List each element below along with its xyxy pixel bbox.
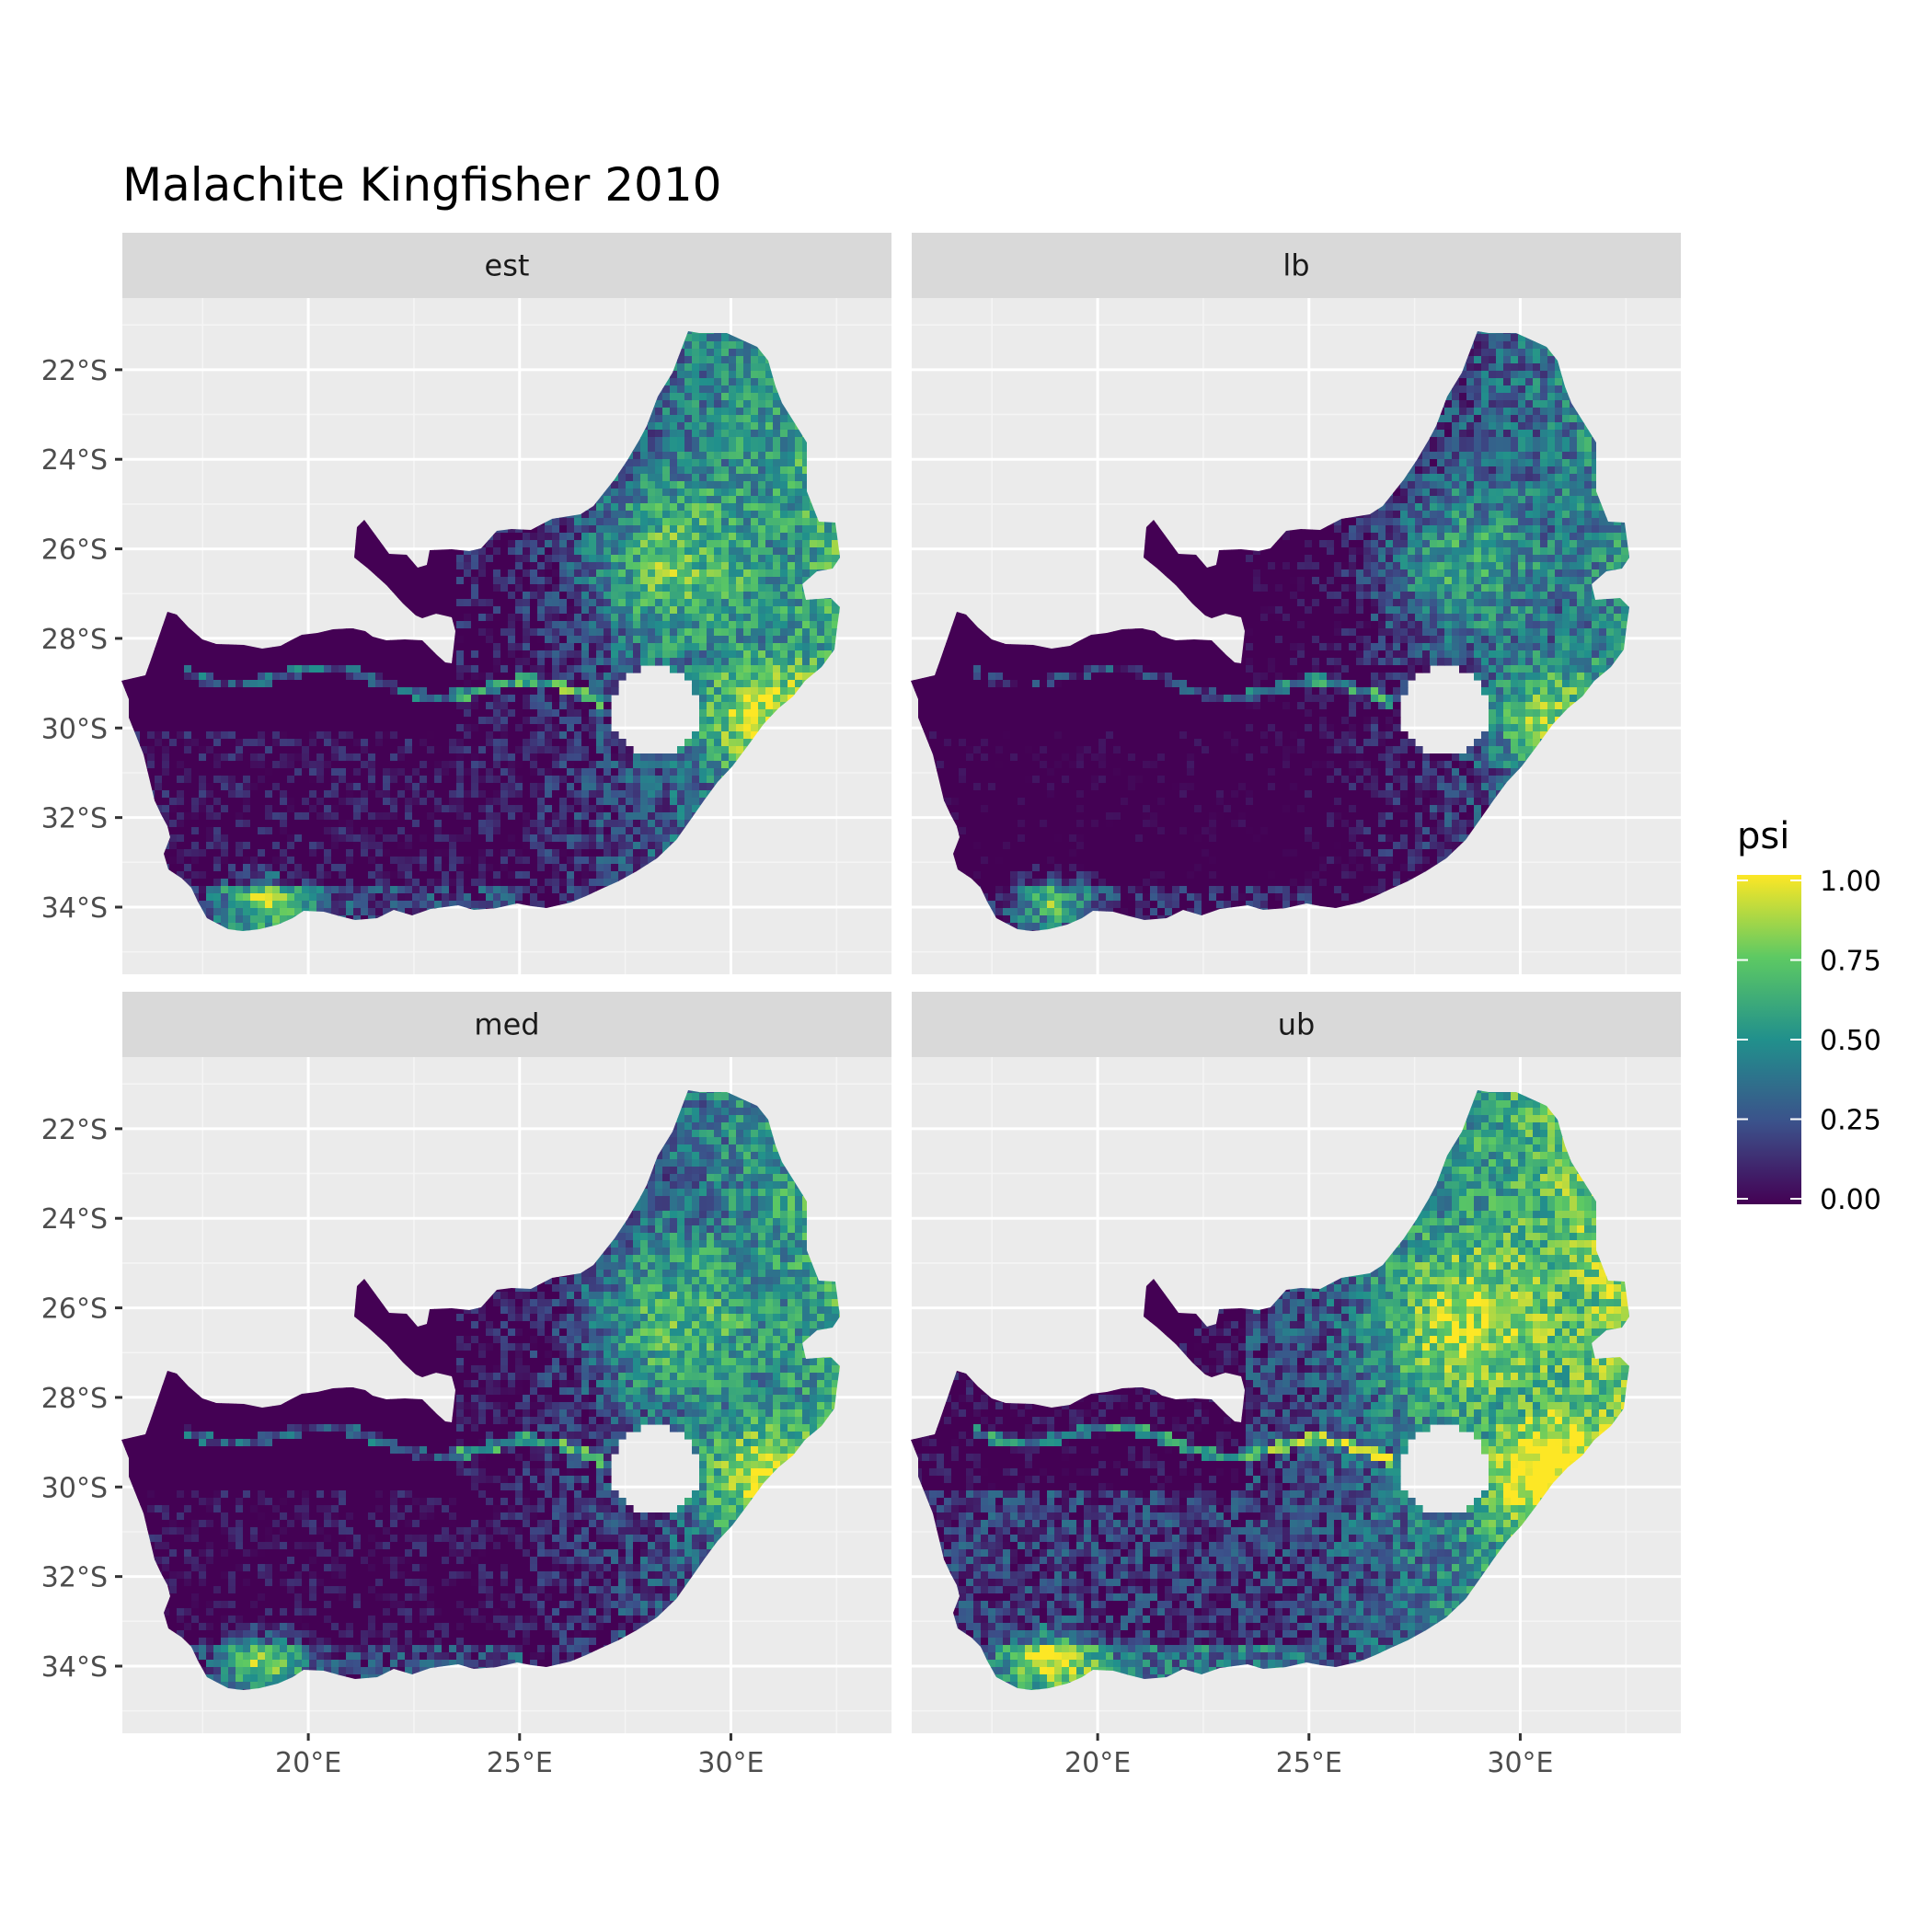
colorbar-tick-label: 0.25 <box>1820 1105 1881 1137</box>
colorbar-tick-label: 0.50 <box>1820 1025 1881 1057</box>
x-tick-label: 20°E <box>1064 1747 1131 1779</box>
y-axis: 22°S 24°S 26°S 28°S 30°S 32°S 34°S <box>41 1114 122 1684</box>
legend: psi 0.00 0.25 0.50 0.75 1.00 <box>1737 815 1881 1216</box>
facet-panel-med: med 22°S 24°S 26°S 28°S 30°S 32°S 34°S 20°E 25°E 3… <box>41 992 891 1779</box>
y-tick-label: 32°S <box>41 803 108 835</box>
y-tick-label: 32°S <box>41 1562 108 1594</box>
facet-label: ub <box>1278 1007 1316 1042</box>
legend-title: psi <box>1737 815 1789 857</box>
y-tick-label: 24°S <box>41 1203 108 1236</box>
chart-title: Malachite Kingfisher 2010 <box>122 158 721 212</box>
colorbar-tick-label: 0.00 <box>1820 1184 1881 1216</box>
facet-strip <box>122 233 891 298</box>
x-axis: 20°E 25°E 30°E <box>1064 1733 1554 1779</box>
facet-panel-lb: lb <box>911 233 1681 974</box>
facet-label: lb <box>1282 248 1309 283</box>
facet-strip <box>122 992 891 1057</box>
facet-panel-est: est 22°S 24°S 26°S 28°S 30°S 32°S 34°S <box>41 233 891 974</box>
y-tick-label: 26°S <box>41 1294 108 1326</box>
y-tick-label: 22°S <box>41 1114 108 1146</box>
y-tick-label: 30°S <box>41 1472 108 1504</box>
y-axis: 22°S 24°S 26°S 28°S 30°S 32°S 34°S <box>41 355 122 925</box>
y-tick-label: 30°S <box>41 713 108 745</box>
y-tick-label: 28°S <box>41 624 108 656</box>
facet-label: med <box>474 1007 539 1042</box>
x-tick-label: 30°E <box>1487 1747 1553 1779</box>
facet-strip <box>912 992 1681 1057</box>
y-tick-label: 34°S <box>41 1651 108 1684</box>
y-tick-label: 22°S <box>41 355 108 387</box>
x-tick-label: 30°E <box>697 1747 764 1779</box>
y-tick-label: 34°S <box>41 892 108 925</box>
x-tick-label: 25°E <box>487 1747 553 1779</box>
x-tick-label: 20°E <box>275 1747 341 1779</box>
x-tick-label: 25°E <box>1276 1747 1342 1779</box>
y-tick-label: 24°S <box>41 444 108 477</box>
facet-label: est <box>485 248 530 283</box>
facet-panel-ub: ub 20°E 25°E 30°E <box>911 992 1681 1779</box>
colorbar-tick-label: 0.75 <box>1820 946 1881 978</box>
y-tick-label: 28°S <box>41 1383 108 1415</box>
colorbar-tick-label: 1.00 <box>1820 866 1881 898</box>
y-tick-label: 26°S <box>41 535 108 567</box>
facet-strip <box>912 233 1681 298</box>
x-axis: 20°E 25°E 30°E <box>275 1733 765 1779</box>
